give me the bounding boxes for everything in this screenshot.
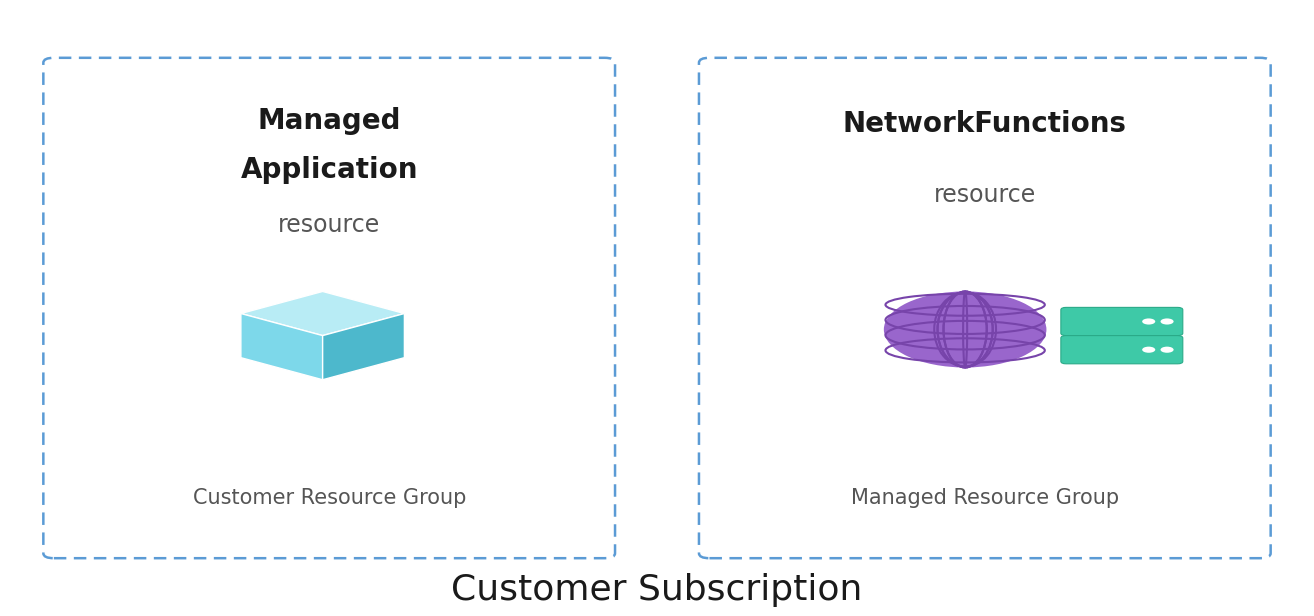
Circle shape	[1160, 347, 1173, 353]
Text: Application: Application	[240, 156, 418, 184]
FancyBboxPatch shape	[1060, 336, 1183, 364]
Circle shape	[1160, 318, 1173, 325]
Polygon shape	[240, 291, 405, 336]
Text: Customer Subscription: Customer Subscription	[451, 573, 863, 607]
Text: Managed Resource Group: Managed Resource Group	[850, 488, 1118, 508]
Circle shape	[1142, 318, 1155, 325]
FancyBboxPatch shape	[699, 58, 1271, 558]
Circle shape	[884, 291, 1046, 368]
Text: resource: resource	[934, 182, 1035, 206]
Text: Managed: Managed	[258, 107, 401, 135]
Text: Customer Resource Group: Customer Resource Group	[193, 488, 466, 508]
Polygon shape	[323, 314, 405, 379]
Text: resource: resource	[279, 213, 380, 237]
Polygon shape	[240, 314, 323, 379]
Text: NetworkFunctions: NetworkFunctions	[842, 110, 1127, 138]
FancyBboxPatch shape	[43, 58, 615, 558]
FancyBboxPatch shape	[1060, 307, 1183, 336]
Circle shape	[1142, 347, 1155, 353]
